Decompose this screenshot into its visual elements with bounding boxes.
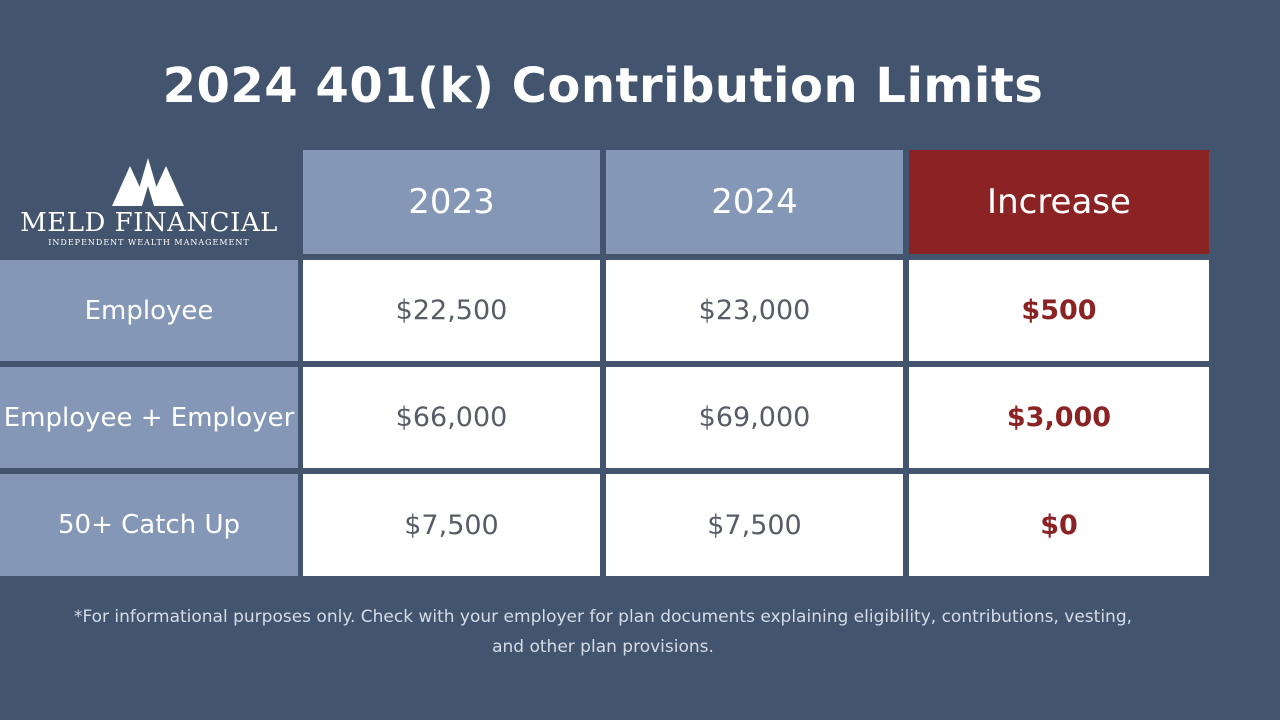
footnote-line-1: *For informational purposes only. Check …	[73, 607, 1133, 627]
cell-employee-employer-2024: $69,000	[606, 367, 903, 468]
meld-mountain-logo-icon	[112, 158, 184, 206]
row-label-employee: Employee	[0, 260, 298, 361]
header-increase: Increase	[909, 150, 1209, 254]
company-logo: MELD FINANCIAL INDEPENDENT WEALTH MANAGE…	[0, 152, 298, 256]
cell-catch-up-2024: $7,500	[606, 474, 903, 576]
footnote: *For informational purposes only. Check …	[0, 602, 1206, 662]
cell-employee-2024: $23,000	[606, 260, 903, 361]
page-title: 2024 401(k) Contribution Limits	[162, 58, 1044, 114]
logo-tagline: INDEPENDENT WEALTH MANAGEMENT	[48, 238, 250, 247]
header-2024: 2024	[606, 150, 903, 254]
cell-employee-increase: $500	[909, 260, 1209, 361]
cell-catch-up-2023: $7,500	[303, 474, 600, 576]
footnote-line-2: and other plan provisions.	[492, 637, 714, 657]
cell-employee-employer-2023: $66,000	[303, 367, 600, 468]
row-label-catch-up: 50+ Catch Up	[0, 474, 298, 576]
cell-catch-up-increase: $0	[909, 474, 1209, 576]
cell-employee-2023: $22,500	[303, 260, 600, 361]
row-label-employee-employer: Employee + Employer	[0, 367, 298, 468]
logo-name: MELD FINANCIAL	[20, 208, 278, 238]
cell-employee-employer-increase: $3,000	[909, 367, 1209, 468]
header-2023: 2023	[303, 150, 600, 254]
